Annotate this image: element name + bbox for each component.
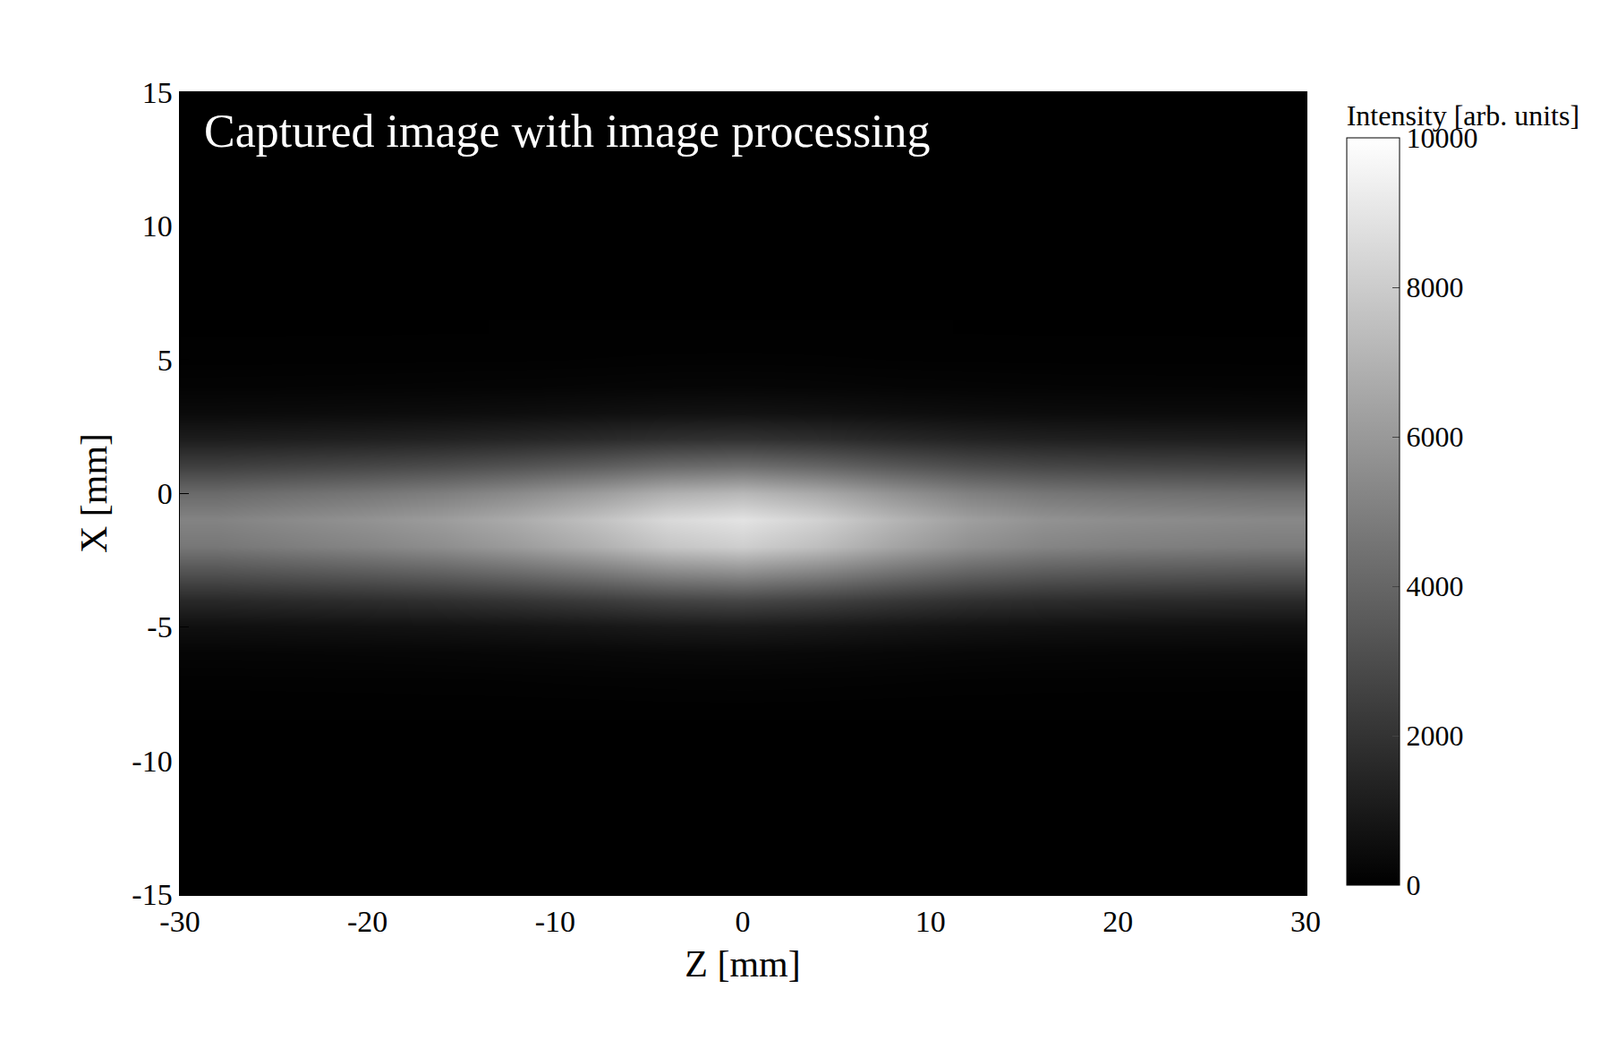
svg-text:Captured image with image proc: Captured image with image processing — [204, 105, 931, 157]
svg-text:-15: -15 — [131, 877, 172, 911]
svg-text:10000: 10000 — [1405, 121, 1478, 154]
svg-text:-10: -10 — [535, 904, 576, 938]
svg-text:Intensity [arb. units]: Intensity [arb. units] — [1346, 99, 1580, 132]
svg-text:Z [mm]: Z [mm] — [684, 943, 800, 985]
svg-text:10: 10 — [915, 904, 946, 938]
svg-text:-10: -10 — [131, 744, 172, 778]
svg-text:10: 10 — [142, 209, 173, 243]
svg-text:0: 0 — [1405, 868, 1421, 902]
svg-text:-30: -30 — [159, 904, 200, 938]
svg-text:4000: 4000 — [1405, 570, 1464, 603]
svg-text:-20: -20 — [347, 904, 388, 938]
svg-text:6000: 6000 — [1405, 420, 1464, 453]
svg-text:0: 0 — [735, 904, 751, 938]
svg-text:15: 15 — [142, 76, 173, 110]
svg-text:X [mm]: X [mm] — [73, 433, 115, 554]
svg-text:0: 0 — [157, 476, 173, 511]
svg-text:2000: 2000 — [1405, 719, 1464, 752]
svg-text:8000: 8000 — [1405, 271, 1464, 304]
svg-text:5: 5 — [157, 343, 173, 377]
svg-text:-5: -5 — [146, 610, 172, 644]
svg-text:20: 20 — [1102, 904, 1133, 938]
svg-text:30: 30 — [1290, 904, 1321, 938]
